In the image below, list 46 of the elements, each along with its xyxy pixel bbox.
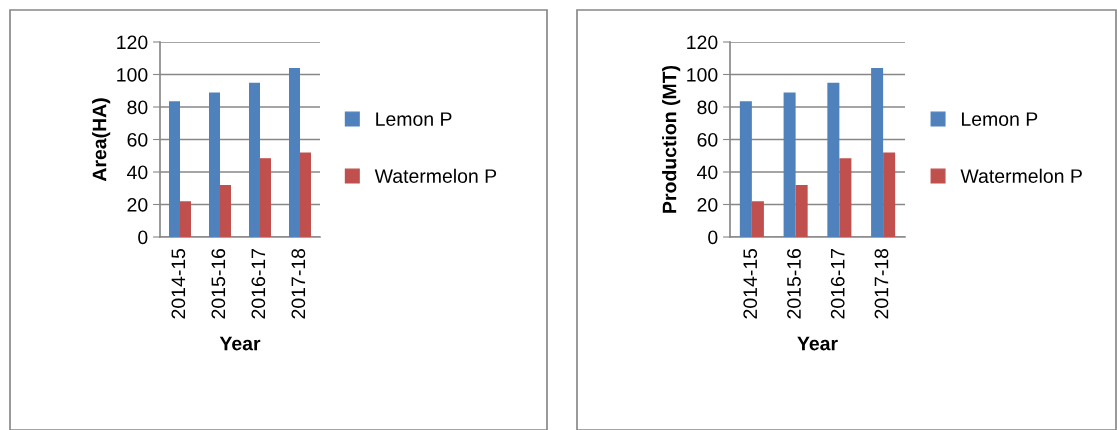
y-tick-label: 120 [687,35,718,50]
y-tick-label: 100 [687,67,718,82]
bar [169,101,180,237]
y-tick-label: 80 [127,100,148,115]
bar [871,68,884,237]
bar [220,185,231,237]
x-axis-title: Year [797,336,838,351]
y-axis-title: Production (MT) [662,65,681,213]
y-tick-label: 40 [127,165,148,180]
legend-label: Lemon P [962,112,1038,126]
y-tick-label: 20 [697,197,718,212]
bar [795,185,808,237]
bar [839,158,852,237]
bar [289,68,300,237]
bar [300,152,311,237]
x-tick-label: 2016-17 [251,249,266,319]
x-tick-label: 2017-18 [291,248,306,319]
x-tick-label: 2017-18 [874,248,889,319]
legend-label: Watermelon P [960,168,1082,183]
x-tick-label: 2014-15 [171,248,186,319]
x-tick-label: 2014-15 [743,248,758,319]
y-tick-label: 60 [697,132,718,147]
y-tick-label: 80 [697,100,718,115]
bar [260,158,271,237]
x-tick-label: 2016-17 [830,249,845,319]
bar [783,92,796,237]
y-tick-label: 40 [697,165,718,180]
bar [751,201,764,237]
bar [827,82,840,237]
legend-label: Lemon P [376,112,452,126]
y-tick-label: 120 [117,35,148,50]
bar [883,152,896,237]
bar [739,101,752,237]
x-axis-title: Year [219,336,261,351]
x-tick-label: 2015-16 [211,248,226,319]
bar [180,201,191,237]
y-tick-label: 0 [138,230,148,245]
y-tick-label: 60 [127,132,148,147]
y-axis-title: Area(HA) [92,98,111,182]
bar [209,92,220,237]
bar [249,82,260,237]
x-tick-label: 2015-16 [787,248,801,319]
y-tick-label: 100 [117,67,148,82]
legend-label: Watermelon P [374,168,497,183]
y-tick-label: 20 [127,197,148,212]
y-tick-label: 0 [708,230,718,245]
